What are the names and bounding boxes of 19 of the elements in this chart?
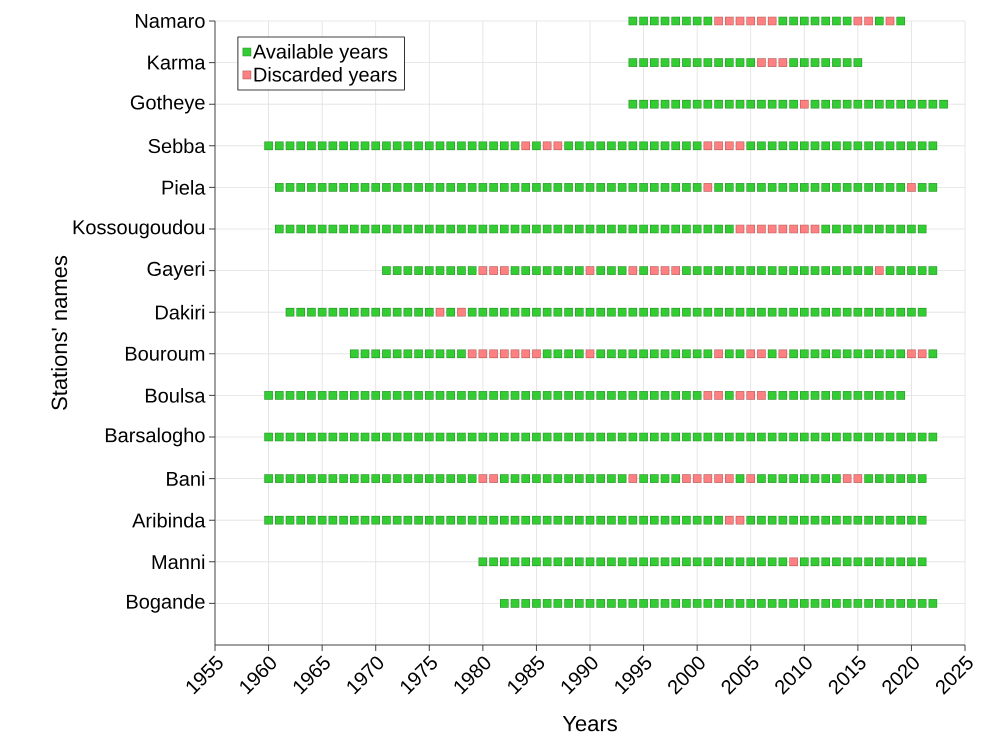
- x-axis-title: Years: [562, 716, 617, 732]
- y-tick-label: Bani: [167, 471, 204, 486]
- y-tick-label: Bogande: [127, 594, 205, 613]
- y-tick-label: Kossougoudou: [74, 220, 204, 238]
- y-tick-label: Boulsa: [146, 388, 206, 403]
- y-tick-label: Aribinda: [132, 512, 206, 528]
- y-tick-label: Bouroum: [126, 346, 204, 361]
- legend-label: Discarded years: [254, 66, 397, 86]
- y-tick-label: Manni: [152, 554, 204, 570]
- y-tick-label: Barsalogho: [106, 428, 205, 446]
- legend-label: Available years: [252, 44, 388, 63]
- y-tick-label: Sebba: [148, 138, 206, 154]
- y-tick-label: Piela: [162, 180, 206, 195]
- y-tick-label: Namaro: [136, 14, 205, 28]
- y-tick-label: Dakiri: [156, 304, 204, 320]
- y-tick-label: Gotheye: [130, 94, 205, 114]
- y-tick-label: Karma: [148, 56, 206, 70]
- y-tick-label: Gayeri: [148, 261, 204, 280]
- y-axis-title: Stations' names: [50, 256, 68, 410]
